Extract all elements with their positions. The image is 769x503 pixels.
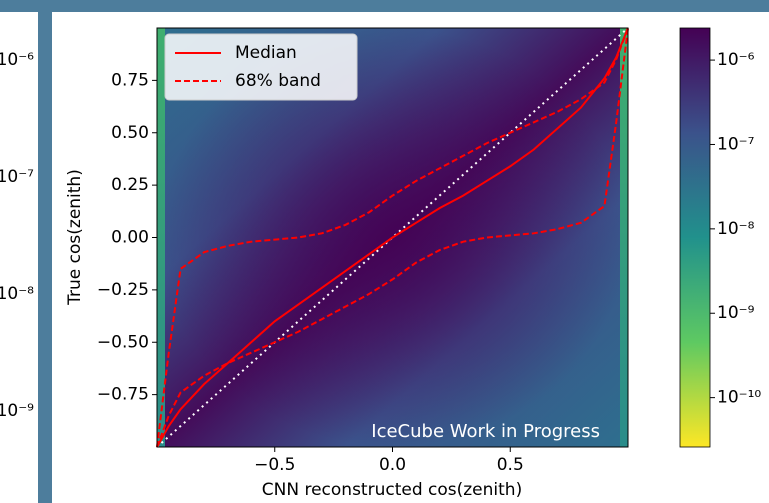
y-tick-label: −0.75 [97,385,149,405]
left-panel: 10⁻⁶ 10⁻⁷ 10⁻⁸ 10⁻⁹ [0,50,34,421]
y-tick-label: −0.25 [97,280,149,300]
colorbar-tick-label: 10⁻⁸ [717,219,755,239]
colorbar [679,27,711,448]
colorbar-tick-label: 10⁻¹⁰ [717,388,761,408]
y-tick-label: −0.50 [97,332,149,352]
median-line [156,27,629,448]
band-line [156,27,629,448]
y-tick-label: 0.25 [111,175,149,195]
legend-box [164,33,358,101]
annotation: IceCube Work in Progress [371,421,600,442]
x-tick-label: −0.5 [254,455,295,475]
left-panel-label: 10⁻⁷ [0,167,34,187]
heatmap-edge [157,28,165,447]
heatmap-edge [620,28,628,447]
left-figure [0,12,38,503]
colorbar-tick-label: 10⁻⁶ [717,50,755,70]
x-axis-label: CNN reconstructed cos(zenith) [262,480,522,500]
colorbar-tick-label: 10⁻⁷ [717,134,755,154]
y-tick-label: 0.50 [111,123,149,143]
band-line [156,27,629,448]
y-tick-label: 0.00 [111,228,149,248]
colorbar-tick-label: 10⁻⁹ [717,303,755,323]
legend-label: 68% band [235,71,321,91]
x-tick-label: 0.0 [379,455,406,475]
legend-label: Median [235,43,297,63]
y-axis-label: True cos(zenith) [65,169,85,306]
left-panel-label: 10⁻⁶ [0,50,34,70]
left-panel-label: 10⁻⁹ [0,401,34,421]
y-tick-label: 0.75 [111,70,149,90]
left-panel-label: 10⁻⁸ [0,284,34,304]
x-tick-label: 0.5 [497,455,524,475]
